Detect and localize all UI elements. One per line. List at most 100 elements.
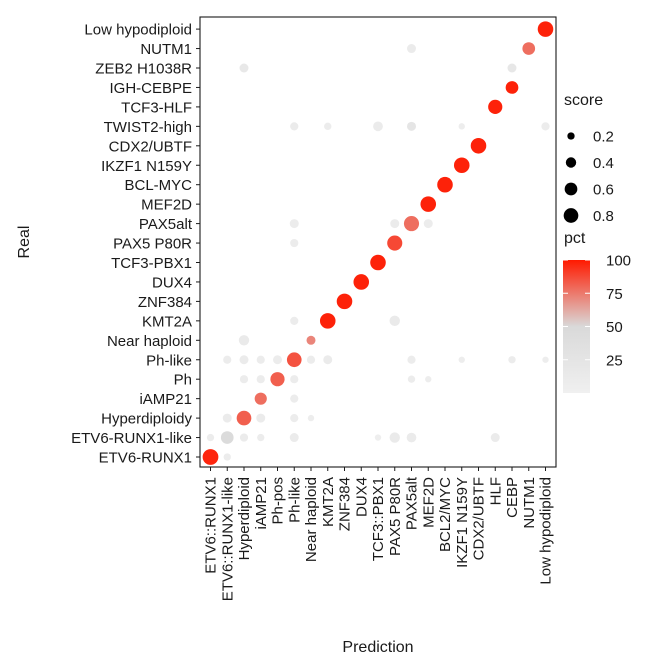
x-tick-label: Ph-like [286, 477, 303, 523]
x-tick-label: ETV6::RUNX1 [203, 477, 220, 574]
data-point [353, 274, 370, 290]
data-point [420, 196, 437, 212]
y-tick-label: Ph [174, 372, 192, 389]
y-tick-label: ETV6-RUNX1 [99, 450, 192, 467]
data-point [270, 372, 285, 387]
data-point [508, 356, 516, 364]
data-point [541, 122, 550, 131]
x-tick-label: Hyperdiploid [236, 477, 253, 560]
data-point [307, 414, 315, 422]
x-tick-label: BCL2/MYC [437, 477, 454, 552]
size-legend-label: 0.8 [593, 208, 614, 225]
y-tick-label: NUTM1 [140, 41, 192, 58]
data-point [220, 431, 234, 444]
y-tick-label: Near haploid [107, 333, 192, 350]
y-tick-label: DUX4 [152, 274, 192, 291]
x-tick-label: CDX2/UBTF [471, 477, 488, 560]
data-point [223, 453, 231, 461]
data-point [537, 21, 554, 37]
data-point [290, 238, 299, 248]
data-point [390, 219, 400, 229]
data-point [324, 122, 332, 131]
data-point [505, 81, 519, 94]
data-point [290, 316, 299, 325]
x-tick-label: PAX5 P80R [387, 477, 404, 556]
color-legend-label: 25 [606, 352, 623, 369]
data-point [373, 121, 383, 132]
size-legend-label: 0.4 [593, 155, 614, 172]
y-tick-label: IGH-CEBPE [109, 80, 192, 97]
data-point [202, 449, 219, 465]
data-point [273, 355, 282, 365]
y-tick-label: CDX2/UBTF [109, 138, 192, 155]
data-point [458, 356, 465, 363]
data-point [257, 433, 265, 442]
data-point [522, 42, 536, 55]
data-point [423, 219, 433, 229]
x-tick-label: MEF2D [420, 477, 437, 528]
data-point [406, 432, 417, 443]
data-point [239, 375, 249, 384]
data-point [289, 219, 299, 229]
data-point [290, 414, 299, 423]
data-point [239, 63, 249, 73]
data-point [290, 394, 299, 403]
size-legend-title: score [564, 92, 603, 109]
x-tick-label: TCF3::PBX1 [370, 477, 387, 561]
y-axis-title: Real [16, 226, 33, 259]
x-tick-label: Low hypodiploid [538, 477, 555, 585]
y-tick-label: TCF3-HLF [121, 99, 192, 116]
data-point [407, 121, 416, 131]
data-point [542, 356, 549, 363]
data-point [374, 434, 382, 441]
data-point [336, 293, 353, 310]
y-tick-label: MEF2D [141, 197, 192, 214]
x-tick-label: NUTM1 [521, 477, 538, 529]
x-tick-label: DUX4 [353, 477, 370, 517]
data-point [289, 433, 299, 443]
size-legend-key [567, 132, 575, 140]
y-tick-label: IKZF1 N159Y [101, 158, 192, 175]
x-tick-label: IKZF1 N159Y [454, 477, 471, 568]
y-tick-label: ETV6-RUNX1-like [71, 430, 192, 447]
data-point [407, 355, 416, 364]
size-legend: score 0.2 0.4 0.6 0.8 [563, 92, 614, 225]
color-legend: pct 100 75 50 25 [563, 230, 631, 393]
data-point [290, 375, 299, 384]
data-point [488, 99, 503, 114]
y-tick-label: ZNF384 [138, 294, 192, 311]
y-tick-label: iAMP21 [139, 391, 192, 408]
y-tick-label: TWIST2-high [104, 119, 192, 136]
color-legend-label: 100 [606, 253, 631, 270]
size-legend-key [564, 182, 578, 196]
data-point [238, 335, 250, 346]
x-tick-label: Ph-pos [270, 477, 287, 525]
y-tick-label: PAX5 P80R [113, 236, 192, 253]
data-point [256, 355, 265, 364]
color-legend-label: 50 [606, 319, 623, 336]
y-tick-label: BCL-MYC [124, 177, 192, 194]
y-tick-label: KMT2A [142, 313, 192, 330]
y-axis: ETV6-RUNX1 ETV6-RUNX1-like Hyperdiploidy iA… [71, 22, 200, 467]
data-point [236, 410, 252, 426]
y-tick-label: TCF3-PBX1 [111, 255, 192, 272]
color-legend-title: pct [564, 230, 586, 247]
data-point [239, 355, 249, 365]
data-point [256, 413, 266, 423]
data-point [306, 335, 316, 345]
y-tick-label: Ph-like [146, 352, 192, 369]
points-layer [202, 21, 554, 465]
data-point [470, 138, 487, 154]
data-point [425, 376, 432, 383]
data-point [223, 355, 232, 364]
data-point [389, 432, 400, 443]
data-point [370, 254, 386, 271]
x-tick-label: KMT2A [320, 477, 337, 527]
x-tick-label: HLF [487, 477, 504, 505]
data-point [507, 63, 517, 73]
data-point [256, 375, 265, 384]
size-legend-label: 0.2 [593, 129, 614, 146]
data-point [407, 375, 416, 383]
